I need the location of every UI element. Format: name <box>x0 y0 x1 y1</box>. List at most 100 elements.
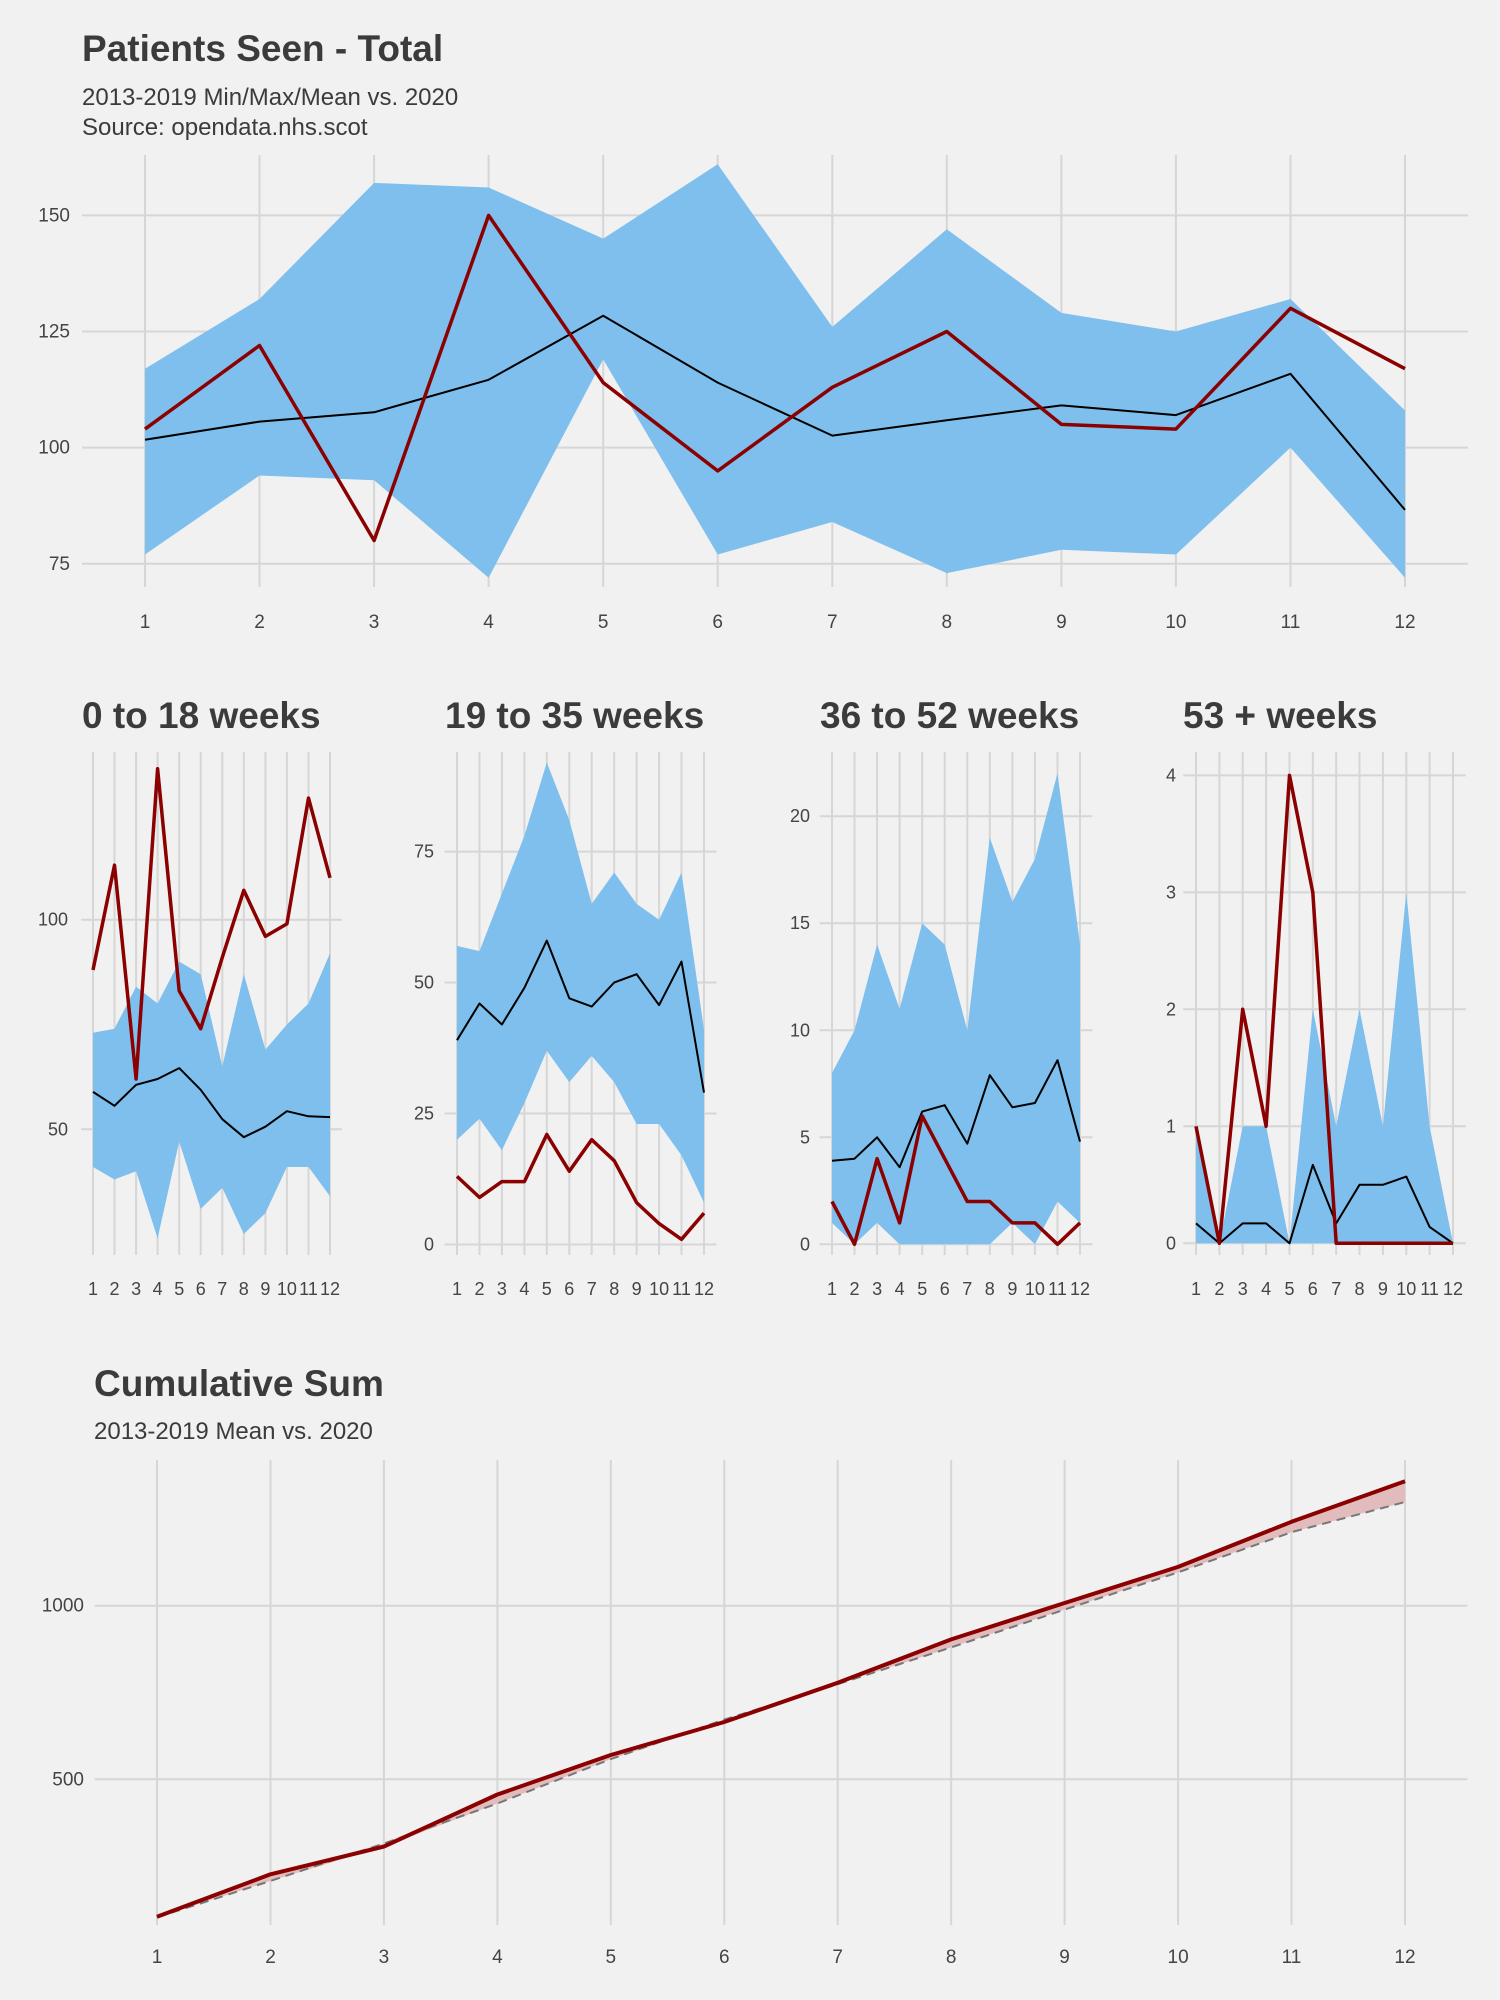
x-tick-label: 6 <box>712 612 723 633</box>
minmax-band <box>93 953 330 1239</box>
x-tick-label: 11 <box>299 1279 318 1299</box>
y-tick-label: 100 <box>38 910 68 930</box>
total-title: Patients Seen - Total <box>82 28 443 69</box>
x-tick-label: 4 <box>492 1947 503 1968</box>
y-tick-label: 125 <box>38 322 70 343</box>
y-tick-label: 4 <box>1166 765 1176 785</box>
x-tick-label: 8 <box>239 1279 249 1299</box>
x-tick-label: 7 <box>1331 1279 1341 1299</box>
x-tick-label: 8 <box>1354 1279 1364 1299</box>
x-tick-label: 12 <box>320 1279 340 1299</box>
x-tick-label: 2 <box>474 1279 484 1299</box>
y-tick-label: 0 <box>424 1235 434 1255</box>
current-2020-line <box>143 213 1406 543</box>
mean-line <box>456 939 705 1093</box>
y-tick-label: 5 <box>800 1127 810 1147</box>
mean-line <box>1195 1163 1454 1245</box>
x-tick-label: 2 <box>849 1279 859 1299</box>
x-tick-label: 4 <box>895 1279 905 1299</box>
minmax-band <box>832 773 1080 1245</box>
x-tick-label: 4 <box>519 1279 529 1299</box>
x-tick-label: 3 <box>872 1279 882 1299</box>
x-tick-label: 11 <box>672 1279 691 1299</box>
x-tick-label: 11 <box>1281 612 1301 633</box>
x-tick-label: 7 <box>832 1947 843 1968</box>
x-tick-label: 9 <box>260 1279 270 1299</box>
current-2020-line <box>1194 773 1453 1246</box>
x-tick-label: 5 <box>542 1279 552 1299</box>
w53-title: 53 + weeks <box>1183 695 1377 736</box>
x-tick-label: 6 <box>1308 1279 1318 1299</box>
x-tick-label: 11 <box>1282 1947 1302 1968</box>
x-tick-label: 10 <box>1396 1279 1416 1299</box>
x-tick-label: 10 <box>1025 1279 1045 1299</box>
y-tick-label: 0 <box>1166 1233 1176 1253</box>
x-tick-label: 10 <box>1165 612 1186 633</box>
w0-18-title: 0 to 18 weeks <box>82 695 321 736</box>
x-tick-label: 5 <box>917 1279 927 1299</box>
mean-line <box>831 1059 1081 1169</box>
current-cumulative-line <box>156 1479 1406 1919</box>
x-tick-label: 8 <box>985 1279 995 1299</box>
x-tick-label: 6 <box>719 1947 730 1968</box>
x-tick-label: 9 <box>1059 1947 1070 1968</box>
current-2020-line <box>455 1132 706 1242</box>
x-tick-label: 12 <box>694 1279 714 1299</box>
mean-line <box>92 1067 331 1139</box>
x-tick-label: 2 <box>1214 1279 1224 1299</box>
x-tick-label: 11 <box>1048 1279 1067 1299</box>
x-tick-label: 1 <box>1191 1279 1201 1299</box>
x-tick-label: 4 <box>153 1279 163 1299</box>
x-tick-label: 3 <box>497 1279 507 1299</box>
x-tick-label: 3 <box>1238 1279 1248 1299</box>
minmax-band <box>145 164 1405 578</box>
y-tick-label: 25 <box>414 1104 434 1124</box>
y-tick-label: 100 <box>38 438 70 459</box>
current-2020-line <box>830 1114 1082 1247</box>
y-tick-label: 1 <box>1166 1116 1176 1136</box>
x-tick-label: 5 <box>1284 1279 1294 1299</box>
x-tick-label: 8 <box>609 1279 619 1299</box>
x-tick-label: 4 <box>1261 1279 1271 1299</box>
x-tick-label: 7 <box>827 612 838 633</box>
x-tick-label: 3 <box>379 1947 390 1968</box>
x-tick-label: 4 <box>483 612 494 633</box>
x-tick-label: 6 <box>564 1279 574 1299</box>
x-tick-label: 7 <box>217 1279 227 1299</box>
total-subtitle-line1: 2013-2019 Min/Max/Mean vs. 2020 <box>82 84 458 111</box>
x-tick-label: 1 <box>452 1279 462 1299</box>
y-tick-label: 1000 <box>42 1596 84 1617</box>
y-tick-label: 20 <box>790 806 810 826</box>
x-tick-label: 2 <box>254 612 265 633</box>
x-tick-label: 9 <box>1378 1279 1388 1299</box>
x-tick-label: 1 <box>827 1279 837 1299</box>
x-tick-label: 5 <box>174 1279 184 1299</box>
y-tick-label: 50 <box>414 973 434 993</box>
x-tick-label: 1 <box>140 612 151 633</box>
x-tick-label: 5 <box>606 1947 617 1968</box>
y-tick-label: 150 <box>38 205 70 226</box>
y-tick-label: 10 <box>790 1020 810 1040</box>
x-tick-label: 10 <box>1168 1947 1189 1968</box>
x-tick-label: 2 <box>109 1279 119 1299</box>
y-tick-label: 15 <box>790 913 810 933</box>
w19-35-title: 19 to 35 weeks <box>445 695 704 736</box>
x-tick-label: 12 <box>1394 1947 1415 1968</box>
x-tick-label: 6 <box>940 1279 950 1299</box>
y-tick-label: 75 <box>414 842 434 862</box>
w36-52-title: 36 to 52 weeks <box>820 695 1079 736</box>
x-tick-label: 8 <box>946 1947 957 1968</box>
y-tick-label: 2 <box>1166 999 1176 1019</box>
y-tick-label: 0 <box>800 1234 810 1254</box>
y-tick-label: 3 <box>1166 882 1176 902</box>
y-tick-label: 500 <box>52 1769 84 1790</box>
x-tick-label: 9 <box>1056 612 1067 633</box>
y-tick-label: 50 <box>48 1119 68 1139</box>
